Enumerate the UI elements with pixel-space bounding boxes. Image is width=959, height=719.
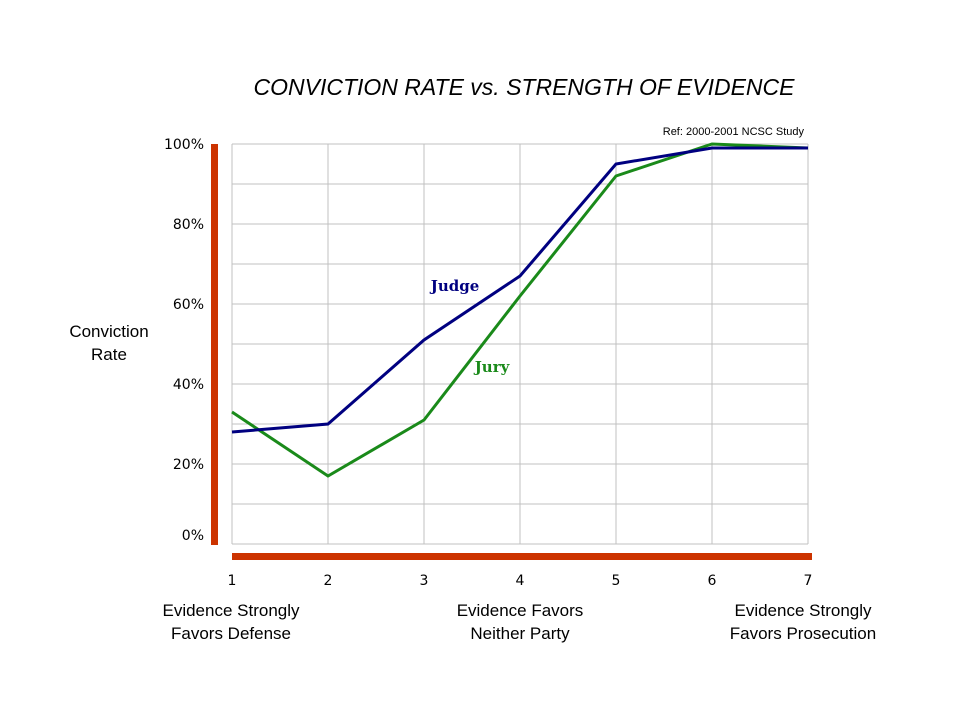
series-label-judge: Judge: [429, 277, 480, 295]
x-tick-label: 1: [228, 573, 237, 589]
y-axis-label: Rate: [91, 345, 127, 364]
y-tick-label: 80%: [173, 217, 204, 233]
tick-labels: 0% 20% 40% 60% 80% 100% 1 2 3 4 5 6 7: [164, 137, 812, 589]
y-tick-label: 20%: [173, 457, 204, 473]
y-axis-label: Conviction: [69, 322, 148, 341]
y-tick-label: 60%: [173, 297, 204, 313]
series-line-jury: [231, 142, 809, 478]
y-tick-label: 100%: [164, 137, 204, 153]
chart-title: CONVICTION RATE vs. STRENGTH OF EVIDENCE: [254, 74, 796, 100]
series-line-judge: [231, 146, 808, 434]
x-tick-label: 3: [420, 573, 429, 589]
labels: Conviction Rate Evidence Strongly Favors De…: [69, 277, 876, 643]
x-tick-label: 5: [612, 573, 621, 589]
series-label-jury: Jury: [473, 358, 511, 376]
y-tick-label: 0%: [182, 528, 204, 544]
x-annotation-label: Evidence Strongly: [734, 601, 872, 620]
x-tick-label: 7: [804, 573, 813, 589]
y-axis-bar: [211, 144, 218, 545]
x-tick-label: 6: [708, 573, 717, 589]
x-tick-label: 2: [324, 573, 333, 589]
x-annotation-label: Evidence Favors: [457, 601, 584, 620]
x-annotation-label: Favors Prosecution: [730, 624, 876, 643]
x-tick-label: 4: [516, 573, 525, 589]
x-annotation-label: Evidence Strongly: [162, 601, 300, 620]
x-axis-bar: [232, 553, 812, 560]
axes: [211, 144, 812, 560]
y-tick-label: 40%: [173, 377, 204, 393]
series: [231, 142, 809, 478]
reference-note: Ref: 2000-2001 NCSC Study: [663, 126, 805, 138]
x-annotation-label: Neither Party: [470, 624, 570, 643]
x-annotation-label: Favors Defense: [171, 624, 291, 643]
grid: [231, 143, 809, 545]
